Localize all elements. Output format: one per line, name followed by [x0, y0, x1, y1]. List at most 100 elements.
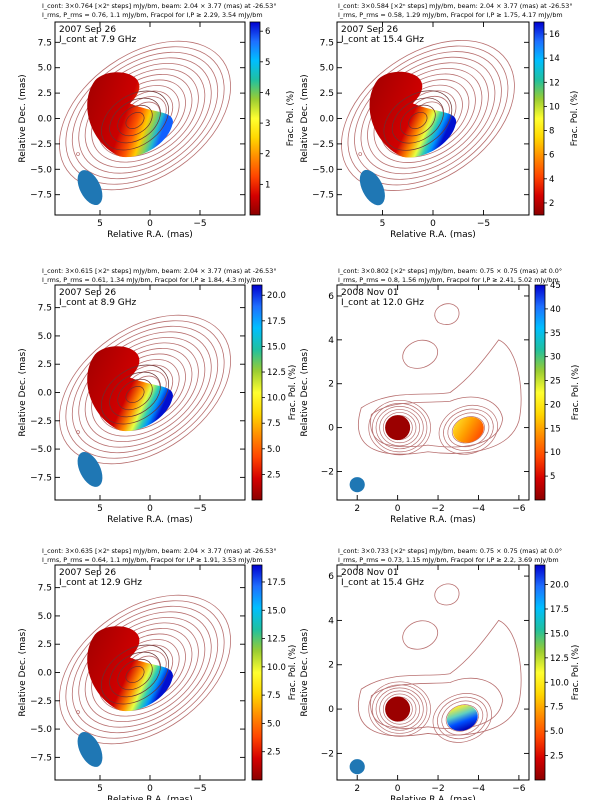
x-tick-label: 0	[147, 504, 153, 514]
contour-line	[434, 303, 460, 325]
colorbar-tick-label: 5	[550, 472, 555, 482]
y-tick-label: −5.0	[30, 445, 52, 455]
colorbar	[534, 284, 546, 501]
colorbar-tick-label: 17.5	[267, 317, 286, 327]
core-polarization	[385, 415, 411, 441]
contour-line	[59, 314, 231, 465]
x-axis-label: Relative R.A. (mas)	[390, 515, 476, 525]
contour-line	[370, 677, 504, 729]
colorbar-label: Frac. Pol. (%)	[571, 365, 581, 421]
panel-3: I_cont: 3×0.615 [×2ⁿ steps] mJy/bm, beam…	[18, 267, 298, 525]
colorbar-tick-label: 12	[549, 78, 560, 88]
x-axis-label: Relative R.A. (mas)	[107, 515, 193, 525]
colorbar-tick-label: 14	[549, 54, 560, 64]
panel-header-line2: I_rms, P_rms = 0.73, 1.15 mJy/bm, Fracpo…	[338, 556, 559, 564]
colorbar-tick-label: 3	[265, 119, 270, 129]
contour-line	[434, 583, 460, 606]
colorbar-tick-label: 15	[550, 424, 561, 434]
contour-line	[65, 320, 225, 459]
core-polarization	[385, 696, 411, 722]
y-tick-label: 2.5	[38, 89, 52, 99]
y-axis-label: Relative Dec. (mas)	[18, 74, 28, 162]
x-tick-label: −5	[193, 219, 206, 229]
colorbar-tick-label: 2.5	[267, 748, 281, 758]
frequency-label: I_cont at 15.4 GHz	[341, 578, 424, 588]
colorbar-tick-label: 10.0	[267, 394, 286, 404]
colorbar-tick-label: 20.0	[267, 291, 286, 301]
x-tick-label: −4	[472, 784, 486, 794]
colorbar	[251, 284, 263, 501]
colorbar-tick-label: 45	[550, 281, 561, 291]
colorbar-tick-label: 20	[550, 400, 561, 410]
colorbar-tick-label: 10.0	[267, 663, 286, 673]
y-tick-label: 2.5	[320, 89, 334, 99]
colorbar-tick-label: 20.0	[550, 581, 569, 591]
y-tick-label: 0.0	[320, 115, 335, 125]
colorbar-label: Frac. Pol. (%)	[570, 91, 580, 147]
panel-header-line2: I_rms, P_rms = 0.58, 1.29 mJy/bm, Fracpo…	[338, 11, 563, 19]
knot-polarization	[452, 416, 484, 443]
panel-header-line2: I_rms, P_rms = 0.8, 1.56 mJy/bm, Fracpol…	[338, 276, 559, 284]
y-tick-label: −7.5	[30, 191, 52, 201]
beam-ellipse	[77, 170, 103, 206]
contour-line	[347, 45, 509, 186]
beam-ellipse	[349, 759, 365, 775]
epoch-label: 2007 Sep 26	[59, 25, 116, 35]
fractional-polarization-map	[369, 71, 457, 158]
colorbar-tick-label: 5.0	[550, 727, 564, 737]
colorbar-tick-label: 15.0	[267, 606, 286, 616]
epoch-label: 2008 Nov 01	[341, 288, 399, 298]
panel-5: I_cont: 3×0.635 [×2ⁿ steps] mJy/bm, beam…	[18, 547, 298, 804]
x-tick-label: −5	[193, 784, 206, 794]
panel-4: I_cont: 3×0.802 [×2ⁿ steps] mJy/bm, beam…	[300, 267, 581, 525]
colorbar-tick-label: 6	[265, 27, 270, 37]
x-axis-label: Relative R.A. (mas)	[390, 230, 476, 240]
frequency-label: I_cont at 12.0 GHz	[341, 298, 424, 308]
fractional-polarization-map	[87, 626, 173, 712]
colorbar-tick-label: 15.0	[267, 342, 286, 352]
panel-header-line1: I_cont: 3×0.615 [×2ⁿ steps] mJy/bm, beam…	[42, 267, 277, 275]
y-tick-label: 0.0	[38, 389, 53, 399]
contour-line	[59, 40, 231, 191]
y-tick-label: 5.0	[38, 332, 53, 342]
y-tick-label: 7.5	[320, 38, 334, 48]
x-tick-label: 5	[97, 784, 103, 794]
fractional-polarization-map	[87, 72, 173, 158]
y-tick-label: −2	[321, 467, 334, 477]
fractional-polarization-map	[87, 346, 173, 432]
epoch-label: 2007 Sep 26	[59, 568, 116, 578]
x-tick-label: −6	[512, 504, 526, 514]
y-tick-label: −7.5	[30, 753, 52, 763]
contour-line	[65, 46, 225, 185]
colorbar-tick-label: 12.5	[267, 635, 286, 645]
colorbar-tick-label: 17.5	[550, 605, 569, 615]
colorbar-tick-label: 6	[549, 151, 554, 161]
y-tick-label: 0	[328, 424, 334, 434]
y-tick-label: 6	[328, 292, 334, 302]
y-axis-label: Relative Dec. (mas)	[300, 74, 310, 162]
contour-line	[59, 594, 231, 745]
colorbar-tick-label: 12.5	[267, 368, 286, 378]
colorbar-tick-label: 2.5	[550, 752, 564, 762]
x-tick-label: 0	[395, 784, 401, 794]
colorbar-tick-label: 4	[265, 88, 270, 98]
colorbar-tick-label: 10	[549, 102, 560, 112]
colorbar-tick-label: 30	[550, 353, 561, 363]
panel-header-line1: I_cont: 3×0.802 [×2ⁿ steps] mJy/bm, beam…	[338, 267, 562, 275]
colorbar-tick-label: 15.0	[550, 629, 569, 639]
y-tick-label: −2.5	[312, 140, 334, 150]
y-tick-label: 6	[328, 572, 334, 582]
x-tick-label: −6	[512, 784, 526, 794]
y-tick-label: −5.0	[30, 165, 52, 175]
frequency-label: I_cont at 7.9 GHz	[59, 35, 137, 45]
frequency-label: I_cont at 12.9 GHz	[59, 578, 142, 588]
epoch-label: 2008 Nov 01	[341, 568, 399, 578]
y-tick-label: −2.5	[30, 697, 52, 707]
x-tick-label: 2	[354, 784, 360, 794]
colorbar-tick-label: 2	[549, 199, 554, 209]
colorbar-tick-label: 4	[549, 175, 554, 185]
x-axis-label: Relative R.A. (mas)	[390, 795, 476, 800]
contour-line	[341, 39, 515, 191]
